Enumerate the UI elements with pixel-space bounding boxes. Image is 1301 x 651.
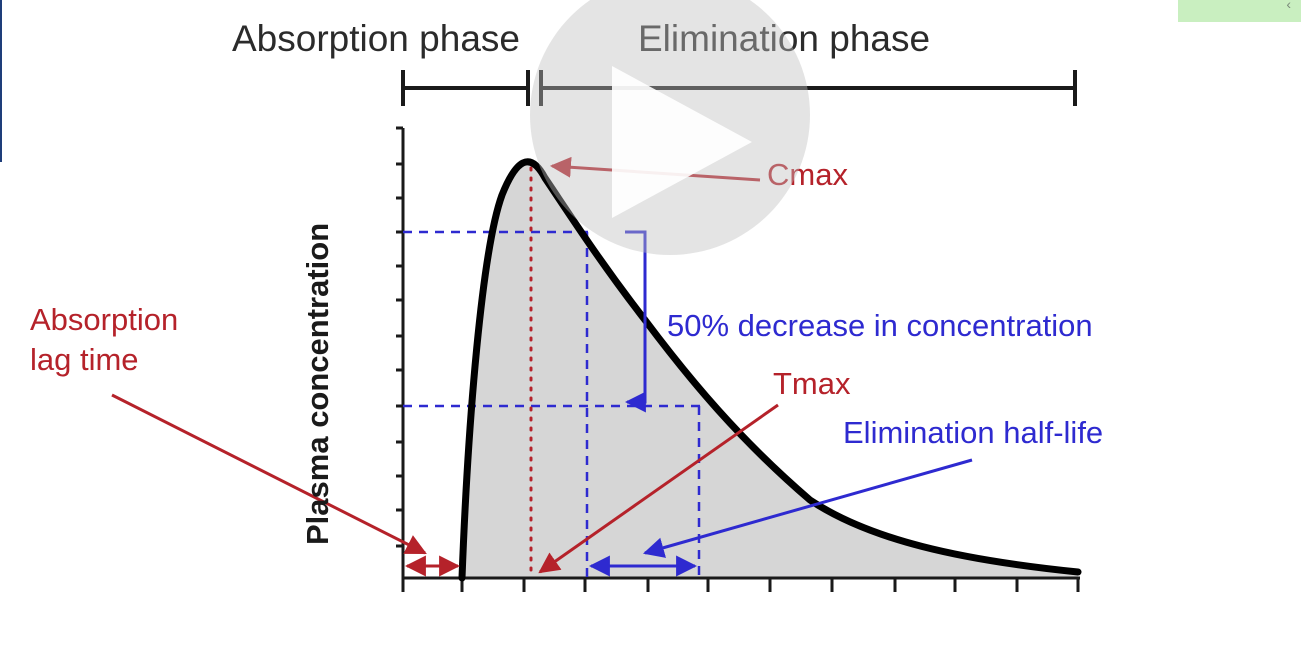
half-life-pointer-arrow xyxy=(642,458,973,558)
absorption-phase-label: Absorption phase xyxy=(232,18,520,59)
lag-time-label-line2: lag time xyxy=(30,342,139,377)
y-axis-label: Plasma concentration xyxy=(300,223,335,545)
lag-time-label-line1: Absorption xyxy=(30,302,178,337)
x-axis xyxy=(401,576,1080,592)
half-life-label: Elimination half-life xyxy=(843,415,1103,450)
corner-tab[interactable]: ‹ xyxy=(1178,0,1301,22)
concentration-curve xyxy=(458,158,1082,582)
left-edge-panel xyxy=(0,0,2,162)
cmax-label: Cmax xyxy=(767,157,848,192)
lag-time-pointer-arrow xyxy=(111,393,427,555)
auc-shaded-area xyxy=(462,161,1078,578)
tmax-label: Tmax xyxy=(773,366,851,401)
half-life-guides xyxy=(403,230,701,578)
y-axis xyxy=(396,126,405,582)
decrease-bracket xyxy=(624,230,647,413)
elimination-phase-label: Elimination phase xyxy=(638,18,930,59)
decrease-label: 50% decrease in concentration xyxy=(667,308,1093,343)
corner-tab-glyph: ‹ xyxy=(1286,0,1291,12)
tmax-pointer-arrow xyxy=(538,403,779,574)
absorption-phase-bracket xyxy=(401,70,530,106)
